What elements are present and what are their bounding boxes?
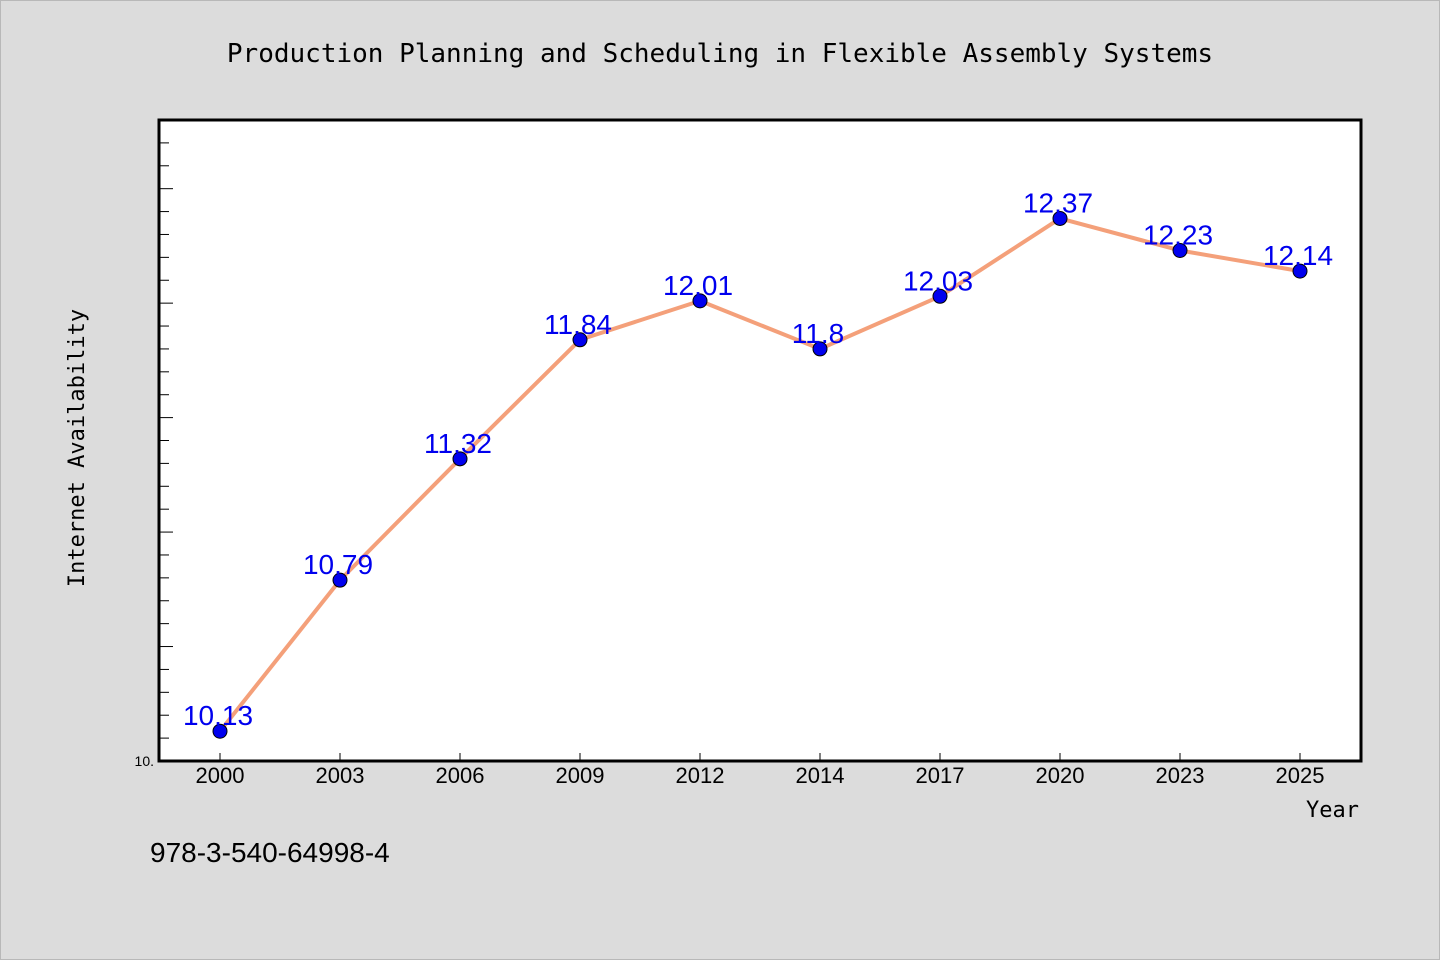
data-point xyxy=(812,341,828,357)
x-tick-label: 2006 xyxy=(436,763,485,788)
data-point xyxy=(1172,242,1188,258)
data-label: 11.8 xyxy=(792,318,844,349)
data-point xyxy=(572,332,588,348)
plot-area xyxy=(157,118,1363,763)
x-tick-label: 2020 xyxy=(1036,763,1085,788)
data-label: 10.13 xyxy=(183,700,253,731)
data-point xyxy=(332,572,348,588)
data-point xyxy=(452,451,468,467)
data-point xyxy=(1052,210,1068,226)
data-point xyxy=(932,288,948,304)
data-label: 12.03 xyxy=(903,265,973,296)
x-axis-label: Year xyxy=(1306,798,1359,823)
x-tick-label: 2014 xyxy=(796,763,845,788)
x-tick-label: 2000 xyxy=(196,763,245,788)
data-label: 11.84 xyxy=(544,309,612,340)
series-markers xyxy=(212,210,1308,739)
data-point xyxy=(692,293,708,309)
data-labels: 10.13 10.79 11.32 11.84 12.01 11.8 12.03 12.37 1… xyxy=(183,187,1333,731)
data-point xyxy=(1292,263,1308,279)
isbn-footer: 978-3-540-64998-4 xyxy=(150,837,390,868)
series-line xyxy=(218,216,1301,733)
y-axis-label: Internet Availability xyxy=(65,309,90,587)
x-tick-label: 2003 xyxy=(316,763,365,788)
data-label: 12.14 xyxy=(1263,240,1333,271)
data-label: 11.32 xyxy=(424,428,492,459)
data-label: 12.37 xyxy=(1023,187,1093,218)
x-tick-label: 2017 xyxy=(916,763,965,788)
data-point xyxy=(212,723,228,739)
y-axis-ticks xyxy=(159,119,173,762)
x-tick-label: 2012 xyxy=(676,763,725,788)
x-axis-ticks: 2000 2003 2006 2009 2012 2014 2017 2020 2023 2025 xyxy=(196,753,1325,788)
y-tick-label: 10. xyxy=(135,753,154,769)
chart-title: Production Planning and Scheduling in Fl… xyxy=(227,39,1213,69)
data-label: 10.79 xyxy=(303,549,373,580)
data-label: 12.23 xyxy=(1143,219,1213,250)
data-label: 12.01 xyxy=(663,270,733,301)
x-tick-label: 2025 xyxy=(1276,763,1325,788)
x-tick-label: 2009 xyxy=(556,763,605,788)
x-tick-label: 2023 xyxy=(1156,763,1205,788)
